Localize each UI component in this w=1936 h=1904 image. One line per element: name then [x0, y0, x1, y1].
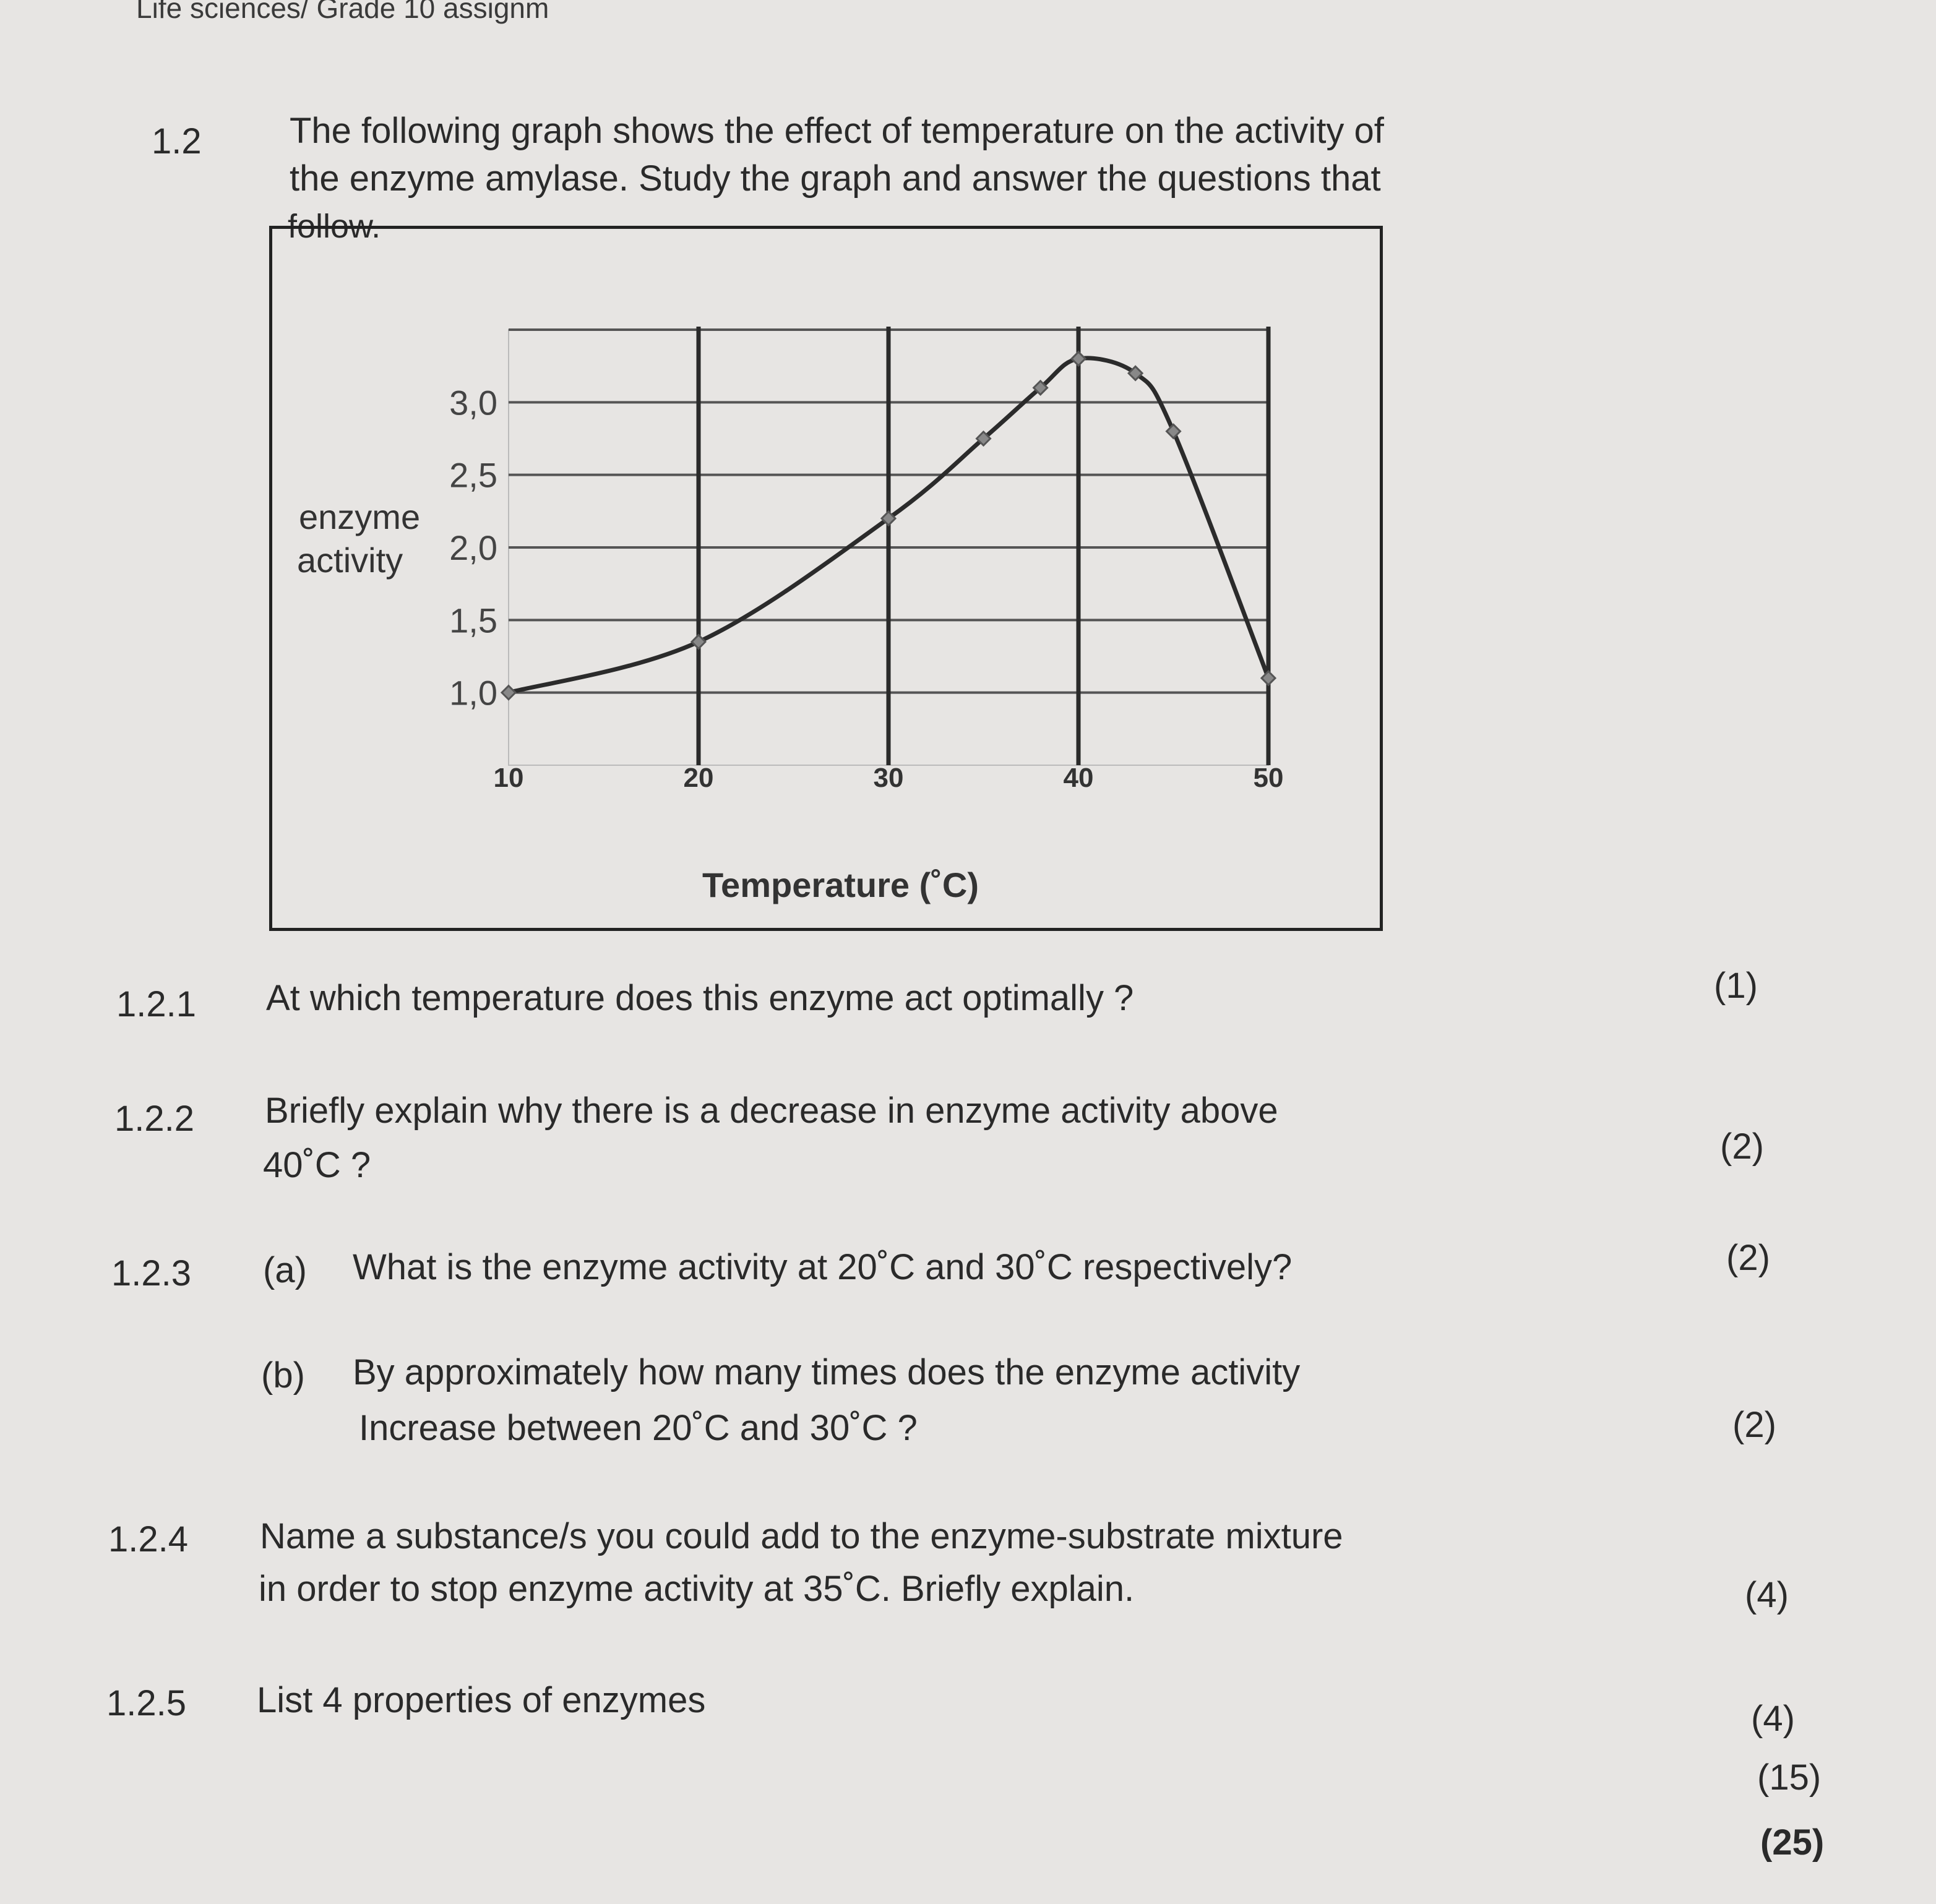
- data-point: [1032, 379, 1049, 396]
- question-number: 1.2: [152, 121, 202, 161]
- y-tick-label: 3,0: [449, 383, 497, 422]
- data-point: [1165, 423, 1182, 440]
- enzyme-activity-chart: 1,0 1,5 2,0 2,5 3,0 10 20 30 40 50 enzyme activit…: [297, 327, 1284, 904]
- y-axis-label-line-1: enzyme: [299, 497, 420, 536]
- q-marks: (4): [1751, 1699, 1795, 1739]
- q-number: 1.2.1: [116, 984, 196, 1024]
- q-text: 40˚C ?: [263, 1145, 371, 1185]
- intro-line-2: the enzyme amylase. Study the graph and …: [290, 158, 1381, 199]
- x-tick-label: 30: [874, 763, 904, 793]
- x-tick-label: 50: [1254, 763, 1284, 793]
- q-part: (b): [261, 1355, 305, 1396]
- q-text: At which temperature does this enzyme ac…: [266, 978, 1134, 1018]
- q-marks: (2): [1726, 1238, 1770, 1278]
- q-marks: (2): [1720, 1126, 1764, 1167]
- intro-line-1: The following graph shows the effect of …: [290, 111, 1384, 151]
- x-tick-label: 10: [494, 763, 524, 793]
- q-marks: (4): [1745, 1575, 1789, 1615]
- page-header: Life sciences/ Grade 10 assignm: [136, 0, 549, 24]
- q-text: What is the enzyme activity at 20˚C and …: [353, 1247, 1293, 1287]
- y-axis-label-line-2: activity: [297, 541, 403, 580]
- q-text: List 4 properties of enzymes: [257, 1680, 706, 1720]
- data-point: [1127, 365, 1144, 382]
- y-tick-label: 2,0: [449, 528, 497, 567]
- y-tick-label: 2,5: [449, 456, 497, 495]
- y-tick-label: 1,5: [449, 601, 497, 640]
- x-tick-label: 20: [684, 763, 714, 793]
- q-marks: (1): [1714, 966, 1758, 1006]
- q-text: in order to stop enzyme activity at 35˚C…: [259, 1569, 1135, 1609]
- q-number: 1.2.4: [108, 1519, 188, 1559]
- q-text: By approximately how many times does the…: [353, 1352, 1301, 1392]
- total-marks: (25): [1760, 1822, 1825, 1863]
- x-axis-label: Temperature (˚C): [702, 865, 979, 904]
- q-number: 1.2.2: [114, 1099, 194, 1139]
- subtotal-marks: (15): [1757, 1757, 1822, 1798]
- data-point: [500, 684, 517, 701]
- y-tick-label: 1,0: [449, 674, 497, 713]
- data-point: [975, 430, 992, 447]
- graph-frame: [269, 226, 1383, 931]
- data-point: [1260, 670, 1277, 687]
- data-point: [1070, 350, 1087, 367]
- q-marks: (2): [1732, 1405, 1776, 1445]
- q-number: 1.2.3: [111, 1253, 191, 1293]
- q-number: 1.2.5: [106, 1683, 186, 1723]
- q-text: Increase between 20˚C and 30˚C ?: [359, 1408, 918, 1448]
- data-point: [880, 510, 897, 527]
- q-text: Name a substance/s you could add to the …: [260, 1516, 1343, 1556]
- q-part: (a): [263, 1250, 307, 1290]
- x-tick-label: 40: [1064, 763, 1094, 793]
- data-point: [690, 633, 707, 650]
- q-text: Briefly explain why there is a decrease …: [265, 1091, 1278, 1131]
